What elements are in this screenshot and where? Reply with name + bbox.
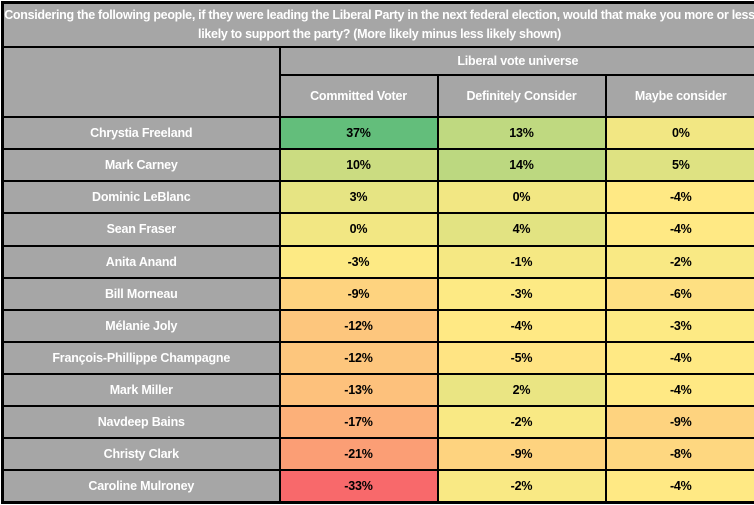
title-row: Considering the following people, if the… bbox=[1, 1, 754, 48]
table-title: Considering the following people, if the… bbox=[1, 1, 754, 48]
value-cell: -3% bbox=[436, 276, 607, 311]
value-cell: -3% bbox=[604, 308, 754, 343]
value-cell: 3% bbox=[278, 180, 439, 215]
value-cell: -4% bbox=[604, 180, 754, 215]
table-row: Mark Carney 10% 14% 5% bbox=[1, 148, 754, 183]
table-row: François-Phillippe Champagne -12% -5% -4% bbox=[1, 340, 754, 376]
candidate-name: Chrystia Freeland bbox=[1, 115, 281, 151]
candidate-name: François-Phillippe Champagne bbox=[1, 340, 281, 376]
value-cell: 0% bbox=[278, 212, 439, 247]
column-header-committed-voter: Committed Voter bbox=[278, 74, 439, 118]
value-cell: -21% bbox=[278, 437, 439, 472]
value-cell: -4% bbox=[436, 308, 607, 343]
table-row: Bill Morneau -9% -3% -6% bbox=[1, 276, 754, 311]
table-row: Navdeep Bains -17% -2% -9% bbox=[1, 405, 754, 440]
value-cell: 0% bbox=[604, 115, 754, 151]
value-cell: -4% bbox=[604, 212, 754, 247]
candidate-name: Dominic LeBlanc bbox=[1, 180, 281, 215]
table-row: Dominic LeBlanc 3% 0% -4% bbox=[1, 180, 754, 215]
table-row: Anita Anand -3% -1% -2% bbox=[1, 244, 754, 279]
value-cell: -2% bbox=[436, 469, 607, 504]
value-cell: 5% bbox=[604, 148, 754, 183]
value-cell: -8% bbox=[604, 437, 754, 472]
value-cell: 4% bbox=[436, 212, 607, 247]
value-cell: -5% bbox=[436, 340, 607, 376]
table-row: Christy Clark -21% -9% -8% bbox=[1, 437, 754, 472]
value-cell: 2% bbox=[436, 372, 607, 408]
value-cell: -3% bbox=[278, 244, 439, 279]
group-header: Liberal vote universe bbox=[278, 46, 754, 76]
candidate-name: Bill Morneau bbox=[1, 276, 281, 311]
value-cell: 10% bbox=[278, 148, 439, 183]
corner-cell bbox=[1, 46, 281, 118]
value-cell: -4% bbox=[604, 372, 754, 408]
value-cell: -33% bbox=[278, 469, 439, 504]
value-cell: -9% bbox=[604, 405, 754, 440]
value-cell: -2% bbox=[436, 405, 607, 440]
candidate-name: Caroline Mulroney bbox=[1, 469, 281, 504]
value-cell: -13% bbox=[278, 372, 439, 408]
value-cell: 14% bbox=[436, 148, 607, 183]
value-cell: 0% bbox=[436, 180, 607, 215]
value-cell: -12% bbox=[278, 308, 439, 343]
column-header-definitely-consider: Definitely Consider bbox=[436, 74, 607, 118]
table-row: Caroline Mulroney -33% -2% -4% bbox=[1, 469, 754, 504]
value-cell: -9% bbox=[436, 437, 607, 472]
candidate-name: Navdeep Bains bbox=[1, 405, 281, 440]
table-body: Chrystia Freeland 37% 13% 0% Mark Carney 10% 1… bbox=[1, 115, 754, 504]
value-cell: 37% bbox=[278, 115, 439, 151]
value-cell: -4% bbox=[604, 469, 754, 504]
table-row: Mélanie Joly -12% -4% -3% bbox=[1, 308, 754, 343]
candidate-name: Sean Fraser bbox=[1, 212, 281, 247]
candidate-name: Mark Carney bbox=[1, 148, 281, 183]
value-cell: -4% bbox=[604, 340, 754, 376]
value-cell: -1% bbox=[436, 244, 607, 279]
column-header-row: Committed Voter Definitely Consider Mayb… bbox=[3, 74, 754, 118]
group-header-row: Liberal vote universe bbox=[1, 46, 754, 118]
value-cell: -17% bbox=[278, 405, 439, 440]
value-cell: -9% bbox=[278, 276, 439, 311]
candidate-name: Mélanie Joly bbox=[1, 308, 281, 343]
candidate-name: Christy Clark bbox=[1, 437, 281, 472]
value-cell: -6% bbox=[604, 276, 754, 311]
candidate-name: Mark Miller bbox=[1, 372, 281, 408]
candidate-name: Anita Anand bbox=[1, 244, 281, 279]
table-row: Chrystia Freeland 37% 13% 0% bbox=[1, 115, 754, 151]
table-row: Mark Miller -13% 2% -4% bbox=[1, 372, 754, 408]
table-row: Sean Fraser 0% 4% -4% bbox=[1, 212, 754, 247]
value-cell: -12% bbox=[278, 340, 439, 376]
value-cell: 13% bbox=[436, 115, 607, 151]
column-header-maybe-consider: Maybe consider bbox=[604, 74, 754, 118]
value-cell: -2% bbox=[604, 244, 754, 279]
